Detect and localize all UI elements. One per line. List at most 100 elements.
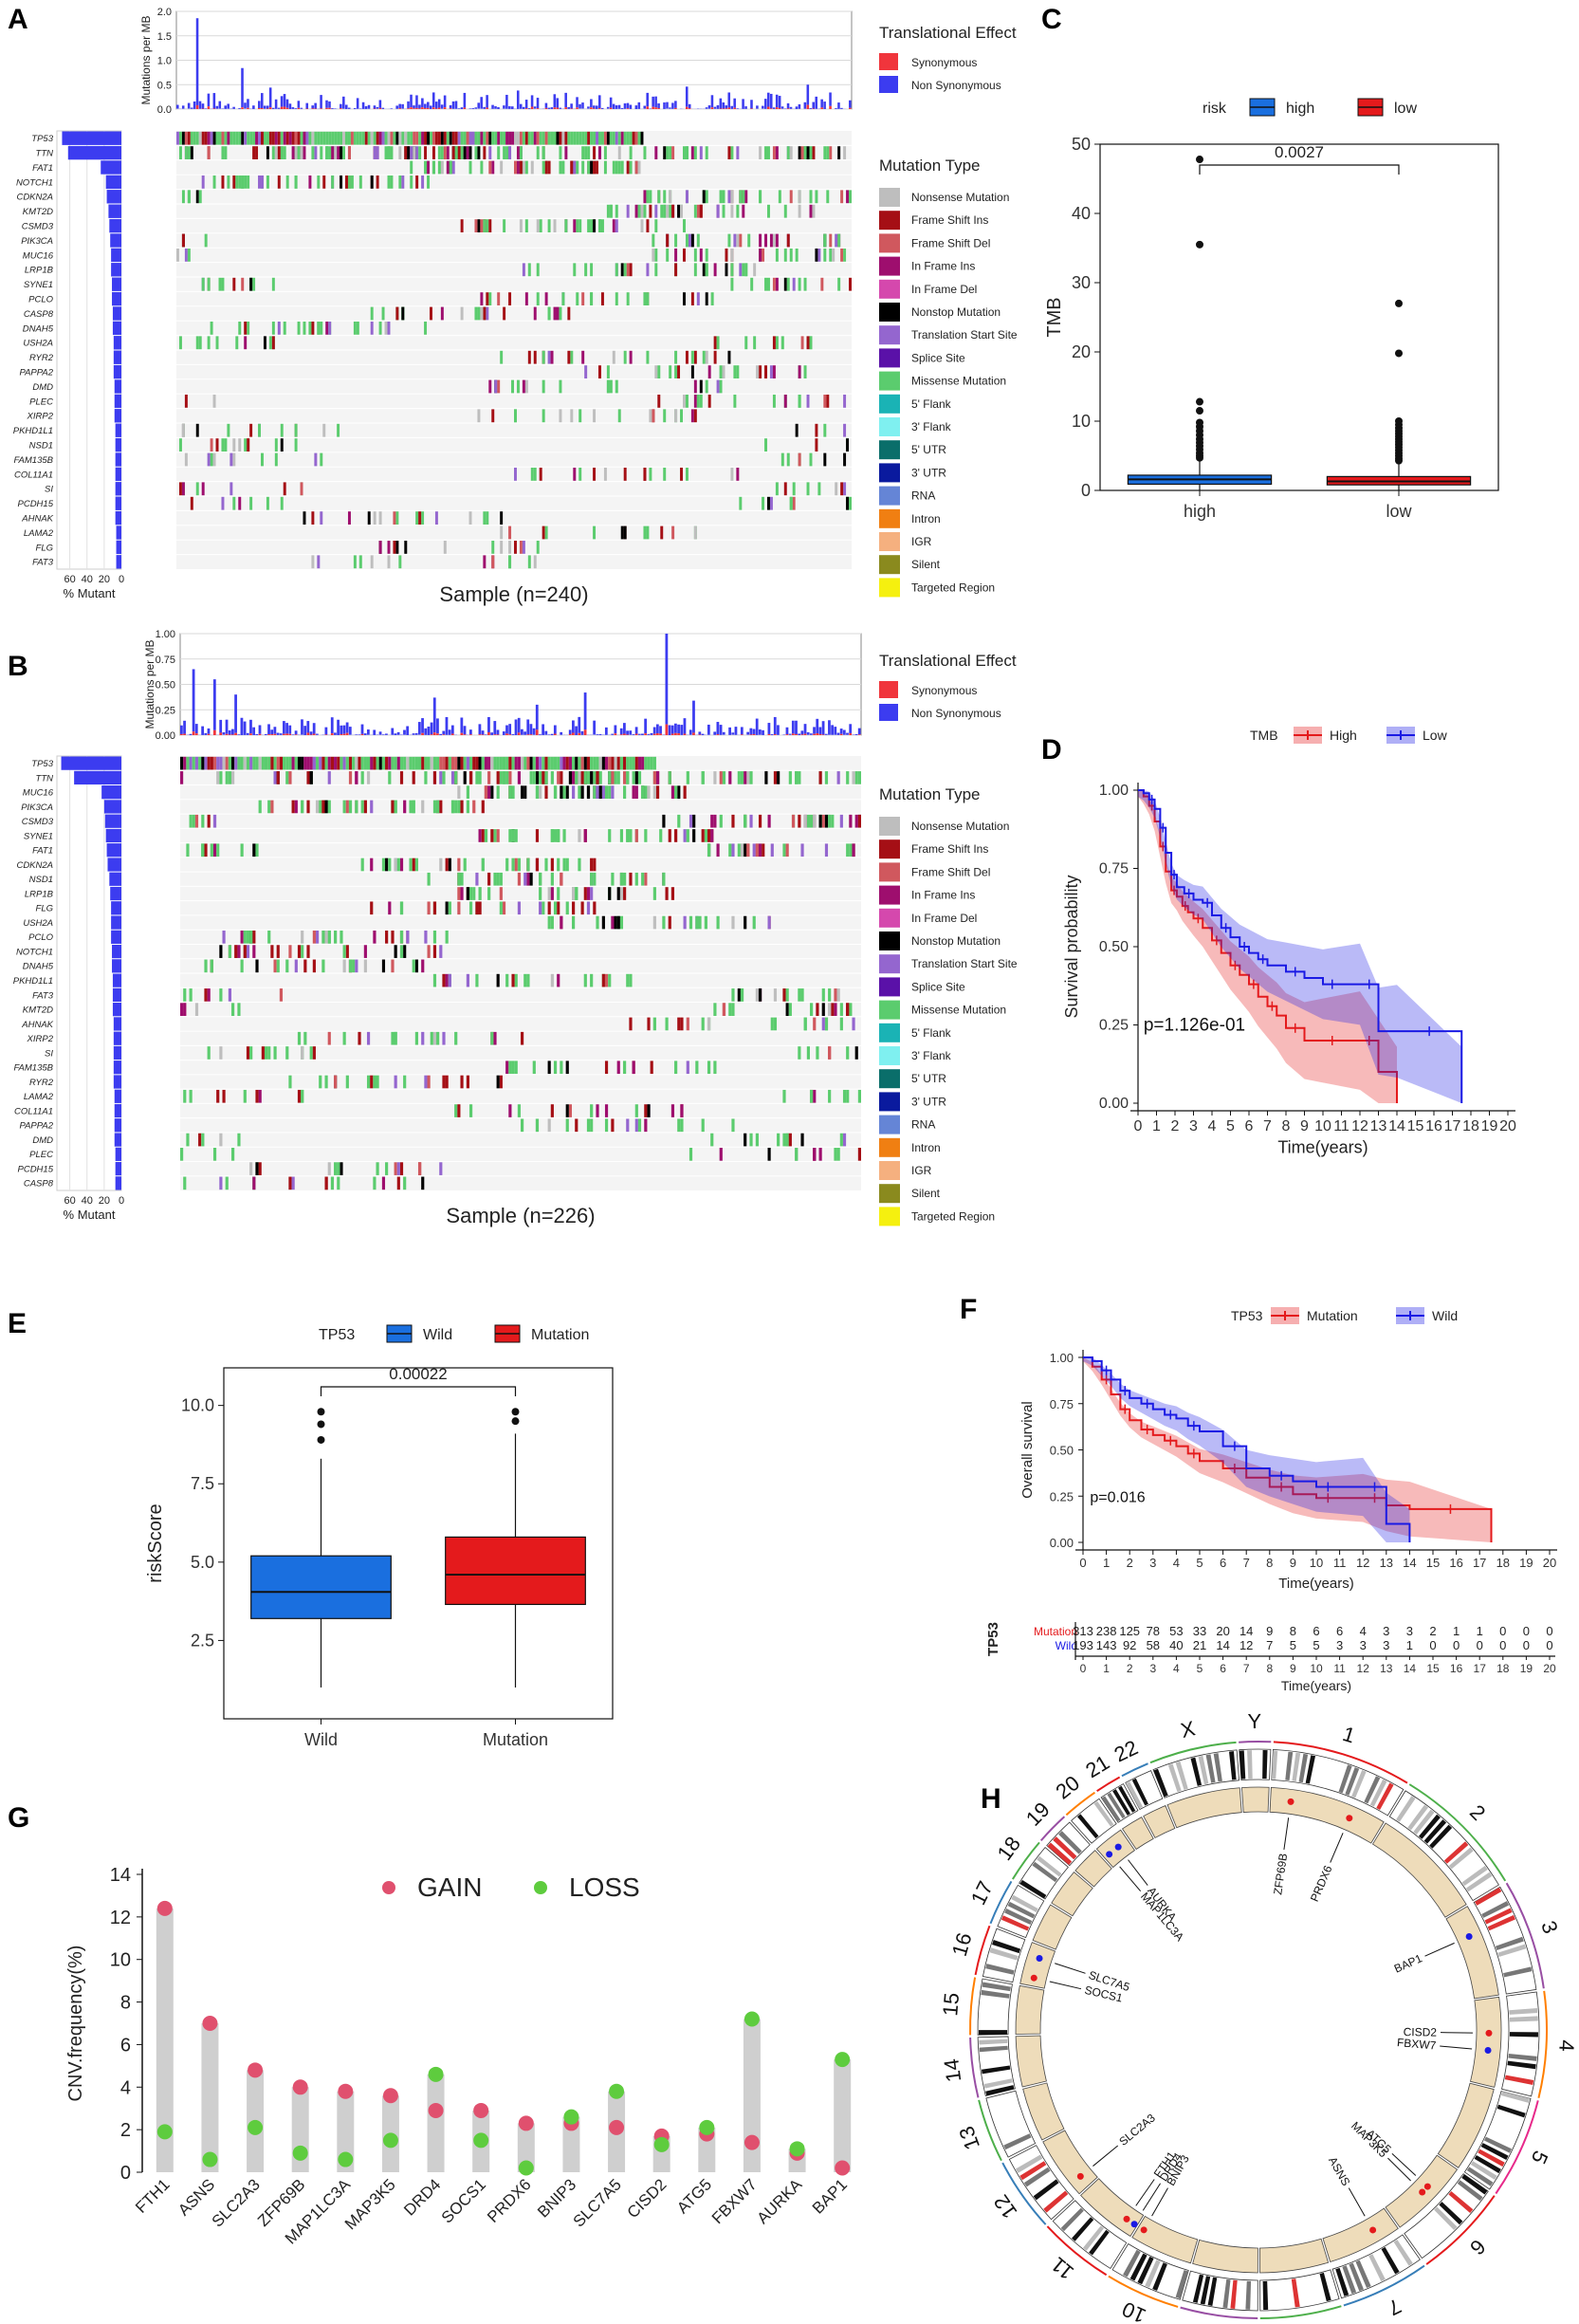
tmb-bar (559, 107, 562, 109)
tmb-bar (187, 102, 191, 109)
mutation-cell (521, 1031, 524, 1045)
mutation-cell (590, 1104, 594, 1117)
panel-label-B: B (8, 651, 28, 682)
tmb-bar (503, 105, 505, 109)
tmb-bar (688, 103, 691, 109)
mutation-cell (575, 771, 578, 784)
mutation-cell (448, 901, 451, 915)
tmb-bar (189, 733, 193, 735)
mutation-cell (325, 131, 329, 145)
tmb-bar (788, 733, 792, 735)
mutation-cell (646, 190, 650, 204)
gene-label: DNAH5 (23, 323, 54, 334)
mutation-cell (370, 800, 374, 814)
mutation-cell (857, 1148, 861, 1161)
mutation-cell (846, 496, 850, 510)
mutation-cell (231, 771, 235, 784)
chromosome-band (1407, 1804, 1429, 1831)
legend-swatch (879, 325, 900, 345)
mutation-cell (647, 1017, 651, 1031)
chromosome-band (1448, 1847, 1474, 1870)
mutation-cell (401, 306, 405, 321)
mutation-cell (481, 829, 485, 842)
tmb-bar-syn (280, 106, 284, 109)
legend-swatch (879, 440, 900, 460)
mutation-cell (559, 131, 562, 145)
tmb-bar-syn (481, 734, 485, 735)
mutation-cell (243, 756, 247, 770)
chromosome-band (1239, 1750, 1246, 1780)
mutation-cell (280, 146, 284, 159)
mutation-cell (619, 887, 624, 900)
mutation-cell (502, 901, 506, 915)
mutation-cell (204, 233, 208, 248)
mutation-cell (699, 379, 703, 394)
legend-item: Low (1423, 728, 1448, 743)
y-tick-label: 10.0 (181, 1396, 214, 1415)
mutation-cell (616, 1061, 620, 1075)
x-tick-label: 20 (1543, 1556, 1556, 1570)
mutation-cell (663, 204, 667, 218)
mutation-cell (187, 131, 191, 145)
chromosome-band (1461, 1865, 1488, 1887)
chromosome-band (1345, 1767, 1360, 1796)
mutation-cell (707, 829, 711, 842)
mutation-cell (536, 146, 540, 159)
mutation-cell (394, 1162, 397, 1175)
mutation-cell (309, 1046, 313, 1060)
mutation-cell (530, 160, 534, 175)
tmb-bar (521, 729, 523, 735)
tmb-bar-syn (685, 106, 689, 109)
mutation-cell (553, 306, 557, 321)
mutation-cell (626, 263, 630, 277)
mutation-cell (705, 249, 708, 262)
mutation-cell (581, 131, 585, 145)
legend-swatch (879, 394, 900, 414)
chromosome-band (1207, 2277, 1218, 2306)
mutation-cell (439, 945, 443, 958)
chromosome-label: 18 (992, 1832, 1025, 1865)
tmb-bar (291, 107, 295, 109)
mutation-cell (668, 771, 671, 784)
mutation-cell (516, 379, 520, 394)
tmb-bar-syn (526, 734, 530, 735)
tmb-bar (415, 95, 418, 108)
tmb-bar (312, 723, 316, 734)
chromosome-band (1093, 1800, 1114, 1827)
mutation-cell (668, 829, 671, 842)
chromosome-arc (1259, 2305, 1342, 2319)
legend-swatch (879, 53, 898, 70)
mutation-cell (640, 131, 644, 145)
mutation-cell (511, 379, 514, 394)
mutation-cell (249, 423, 253, 437)
mutation-cell (201, 131, 205, 145)
mutation-cell (442, 771, 446, 784)
chromosome-band (1007, 1901, 1036, 1919)
mutation-cell (508, 1104, 512, 1117)
mutation-cell (190, 146, 193, 159)
mutation-cell (523, 973, 527, 987)
chromosome-band (1457, 2180, 1483, 2202)
mutation-cell (468, 146, 472, 159)
mutation-cell (178, 482, 182, 496)
x-tick-label: 9 (1300, 1118, 1309, 1134)
mutation-cell (448, 756, 451, 770)
chromosome-band (979, 2038, 1008, 2045)
legend-swatch (879, 1115, 900, 1134)
tmb-bar (294, 108, 298, 109)
mutation-cell (340, 931, 343, 944)
tmb-bar (468, 729, 472, 735)
mutation-cell (626, 292, 630, 305)
mutation-cell (384, 131, 388, 145)
mutation-cell (593, 756, 597, 770)
mutation-cell (623, 887, 627, 900)
mutation-cell (581, 146, 585, 159)
mutation-cell (680, 409, 683, 423)
mutation-cell (247, 322, 250, 335)
tmb-bar (786, 102, 790, 109)
mutation-cell (580, 785, 584, 799)
mutation-cell (544, 785, 548, 799)
tmb-bar (463, 92, 467, 108)
mutation-cell (713, 263, 717, 277)
mutation-cell (381, 756, 386, 770)
